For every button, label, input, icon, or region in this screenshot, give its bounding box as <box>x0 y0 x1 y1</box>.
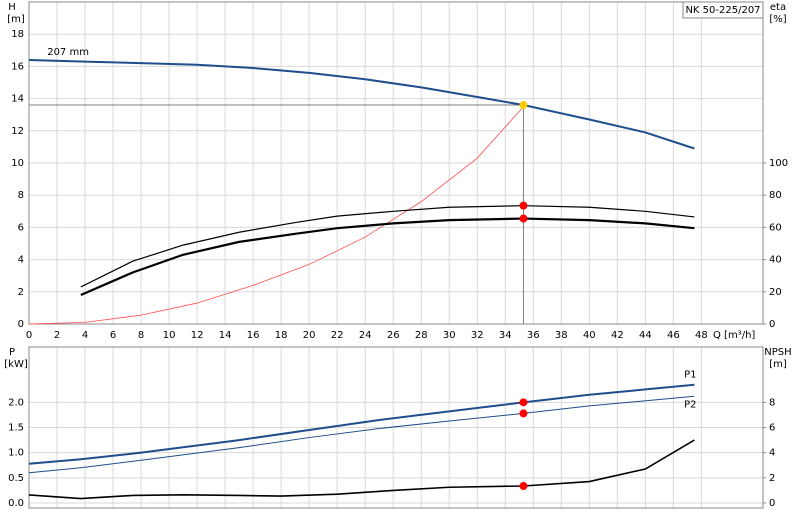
x-tick-label: 12 <box>191 330 204 341</box>
x-tick-label: 14 <box>219 330 232 341</box>
duty-point <box>519 398 528 407</box>
y-tick-label: 14 <box>11 94 24 105</box>
y-tick-label: 1.0 <box>8 448 24 459</box>
y2-tick-label: 0 <box>769 498 775 509</box>
x-tick-label: 10 <box>163 330 176 341</box>
x-tick-label: 4 <box>82 330 88 341</box>
curve <box>28 58 695 150</box>
x-tick-label: 16 <box>247 330 260 341</box>
y-tick-label: 8 <box>18 190 24 201</box>
y-axis-label: P <box>9 347 15 358</box>
y2-tick-label: 0 <box>769 319 775 330</box>
x-tick-label: 6 <box>110 330 116 341</box>
duty-point <box>519 214 528 223</box>
y2-tick-label: 6 <box>769 423 775 434</box>
x-tick-label: 30 <box>443 330 456 341</box>
y2-tick-label: 4 <box>769 448 775 459</box>
title-box <box>682 1 764 19</box>
series-label: P1 <box>684 370 696 381</box>
duty-point <box>519 409 528 418</box>
y-tick-label: 16 <box>11 61 24 72</box>
y2-tick-label: 40 <box>769 255 782 266</box>
x-tick-label: 8 <box>138 330 144 341</box>
y2-tick-label: 80 <box>769 190 782 201</box>
x-tick-label: 18 <box>275 330 288 341</box>
y-axis-unit: [m] <box>7 14 25 25</box>
curve <box>28 383 695 465</box>
x-tick-label: 24 <box>359 330 372 341</box>
curve <box>28 439 695 500</box>
plot-frame <box>28 346 764 509</box>
duty-point <box>519 101 528 110</box>
x-tick-label: 34 <box>499 330 512 341</box>
x-tick-label: 22 <box>331 330 344 341</box>
duty-point <box>519 201 528 210</box>
y-tick-label: 2 <box>18 287 24 298</box>
x-tick-label: 44 <box>639 330 652 341</box>
duty-point <box>519 481 528 490</box>
y-tick-label: 1.5 <box>8 423 24 434</box>
y2-tick-label: 20 <box>769 287 782 298</box>
x-tick-label: 32 <box>471 330 484 341</box>
curve <box>80 205 695 288</box>
x-tick-label: 38 <box>555 330 568 341</box>
y-tick-label: 0.0 <box>8 498 24 509</box>
x-tick-label: 2 <box>54 330 60 341</box>
annotation: 207 mm <box>47 47 89 58</box>
curve <box>28 106 524 325</box>
y-tick-label: 0.5 <box>8 473 24 484</box>
y2-tick-label: 2 <box>769 473 775 484</box>
y2-axis-label: NPSH <box>764 347 791 358</box>
x-axis-label: Q [m³/h] <box>713 330 755 341</box>
y2-axis-unit: [%] <box>769 14 786 25</box>
x-tick-label: 28 <box>415 330 428 341</box>
x-tick-label: 36 <box>527 330 540 341</box>
y-tick-label: 10 <box>11 158 24 169</box>
x-tick-label: 48 <box>695 330 708 341</box>
y2-tick-label: 8 <box>769 397 775 408</box>
y2-axis-label: eta <box>770 2 786 13</box>
x-tick-label: 26 <box>387 330 400 341</box>
curve <box>28 395 695 474</box>
x-tick-label: 20 <box>303 330 316 341</box>
series-label: P2 <box>684 399 696 410</box>
plot-frame <box>28 1 764 325</box>
curve <box>80 217 695 297</box>
y-tick-label: 12 <box>11 126 24 137</box>
y2-axis-unit: [m] <box>769 359 787 370</box>
y-tick-label: 18 <box>11 29 24 40</box>
y2-tick-label: 100 <box>769 158 788 169</box>
chart-title: NK 50-225/207 <box>685 5 760 16</box>
x-tick-label: 0 <box>26 330 32 341</box>
x-tick-label: 46 <box>667 330 680 341</box>
y-axis-unit: [kW] <box>4 359 28 370</box>
y-tick-label: 2.0 <box>8 397 24 408</box>
x-tick-label: 40 <box>583 330 596 341</box>
y-tick-label: 0 <box>18 319 24 330</box>
y-tick-label: 4 <box>18 255 24 266</box>
x-tick-label: 42 <box>611 330 624 341</box>
y2-tick-label: 60 <box>769 222 782 233</box>
y-axis-label: H <box>8 2 16 13</box>
y-tick-label: 6 <box>18 222 24 233</box>
